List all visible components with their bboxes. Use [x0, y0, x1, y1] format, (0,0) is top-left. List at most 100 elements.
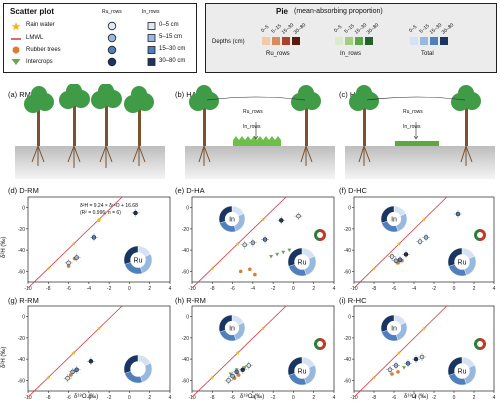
- scene-b-ru-label: Ru_rows: [243, 109, 263, 115]
- pie-label-ru: Ru: [298, 260, 307, 267]
- legend-depth-2: 15–30 cm: [159, 46, 186, 52]
- x-tick-label: -4: [251, 286, 256, 292]
- y-tick-label: -40: [182, 357, 189, 363]
- rubber-point: [238, 269, 243, 274]
- depth-in-3: [147, 58, 156, 66]
- y-tick-label: -60: [18, 269, 25, 275]
- pie-hole: [130, 252, 146, 268]
- pie-group-total: Total: [421, 51, 434, 57]
- depth-ru-0: [107, 21, 117, 31]
- legend-depth-0: 0–5 cm: [159, 22, 179, 28]
- soil-point: [70, 369, 75, 375]
- rain-star: [397, 350, 401, 355]
- x-tick-label: -6: [66, 395, 71, 401]
- soil-point: [74, 367, 79, 372]
- rain-star: [71, 241, 76, 246]
- soil-point: [393, 258, 399, 263]
- y-tick-label: -60: [18, 378, 25, 384]
- y-tick-label: 0: [348, 206, 351, 212]
- plot-label-h: (h) R-RM: [175, 296, 206, 305]
- pie-hole: [294, 363, 310, 379]
- rain-star: [372, 375, 376, 380]
- legend-depth-1: 5–15 cm: [159, 34, 183, 40]
- plot-label-i: (i) R-HC: [339, 296, 367, 305]
- x-tick-label: -10: [188, 286, 195, 292]
- y-tick-label: -40: [344, 248, 351, 254]
- lmwl-line: [353, 196, 448, 289]
- triangle-icon: [11, 59, 21, 65]
- depth-in-1: [147, 34, 156, 42]
- y-tick-label: -40: [182, 248, 189, 254]
- lmwl-equation: δ²H = 9.24 × δ¹⁸O + 16.68: [80, 203, 138, 209]
- x-tick-label: -4: [87, 286, 92, 292]
- soil-point: [66, 260, 71, 266]
- pie-group-ru: Ru_rows: [266, 51, 290, 57]
- legend-col-in: In_rows: [142, 9, 160, 15]
- x-tick-label: -8: [210, 286, 215, 292]
- soil-point: [387, 367, 393, 372]
- lmwl-line: [191, 305, 287, 398]
- rain-star: [97, 326, 101, 331]
- depth-in-2: [147, 46, 156, 54]
- y-tick-label: 0: [22, 206, 25, 212]
- rubber-point: [396, 370, 400, 374]
- scene-label-a: (a) RM: [8, 90, 31, 99]
- pie-label-in: In: [391, 326, 397, 333]
- xlabel-h: δ¹⁸O (‰): [240, 394, 265, 400]
- lmwl-line: [191, 196, 287, 289]
- x-tick-label: -2: [107, 395, 112, 401]
- legend-item-lmwl: LMWL: [26, 35, 44, 41]
- intercrop-point: [242, 366, 247, 370]
- x-tick-label: 2: [473, 395, 476, 401]
- pie-label-ru: Ru: [458, 260, 467, 267]
- soil-point: [296, 213, 301, 219]
- x-tick-label: -2: [432, 395, 437, 401]
- x-tick-label: 2: [148, 286, 151, 292]
- ylabel-bottom: δ²H (‰): [1, 346, 7, 368]
- pie-label-ru: Ru: [298, 369, 307, 376]
- tree-icon: [24, 84, 154, 146]
- pie-label-in: In: [229, 326, 235, 333]
- y-tick-label: -60: [182, 378, 189, 384]
- legend-item-rubber: Rubber trees: [26, 47, 61, 53]
- x-tick-label: 4: [493, 286, 496, 292]
- x-tick-label: -2: [271, 395, 276, 401]
- x-tick-label: -4: [87, 395, 92, 401]
- x-tick-label: -2: [107, 286, 112, 292]
- soil-point: [242, 242, 247, 248]
- plot-label-e: (e) D-HA: [175, 186, 205, 195]
- rain-star: [261, 217, 265, 222]
- scene-label-b: (b) HA: [175, 90, 197, 99]
- xlabel-g: δ¹⁸O (‰): [74, 394, 99, 400]
- x-tick-label: -6: [392, 395, 397, 401]
- x-tick-label: -6: [392, 286, 397, 292]
- plot-label-g: (g) R-RM: [8, 296, 39, 305]
- soil-point: [405, 361, 411, 366]
- intercrop-point: [281, 250, 286, 255]
- legend-item-intercrops: Intercrops: [26, 59, 53, 65]
- lmwl-stats: (R² = 0.996; n = 6): [80, 210, 121, 216]
- soil-point: [389, 254, 395, 259]
- y-tick-label: -20: [182, 227, 189, 233]
- y-tick-label: 0: [348, 315, 351, 321]
- y-tick-label: -40: [344, 357, 351, 363]
- soil-point: [74, 255, 79, 260]
- y-tick-label: 0: [186, 206, 189, 212]
- pie-hole: [454, 254, 470, 270]
- soil-point: [250, 240, 256, 245]
- y-tick-label: -20: [182, 336, 189, 342]
- scene-label-c: (c) HC: [339, 90, 361, 99]
- soil-point: [403, 252, 409, 257]
- scene-ha: [185, 85, 335, 179]
- soil-point: [279, 218, 284, 223]
- rubber-point: [390, 372, 394, 376]
- intercrop-point: [275, 252, 280, 257]
- y-tick-label: -20: [18, 336, 25, 342]
- star-icon: [11, 22, 21, 31]
- y-tick-label: -60: [344, 378, 351, 384]
- x-tick-label: -4: [251, 395, 256, 401]
- soil-point: [417, 239, 423, 244]
- rain-star: [235, 241, 240, 246]
- x-tick-label: -4: [412, 286, 417, 292]
- pie-hole: [224, 320, 240, 336]
